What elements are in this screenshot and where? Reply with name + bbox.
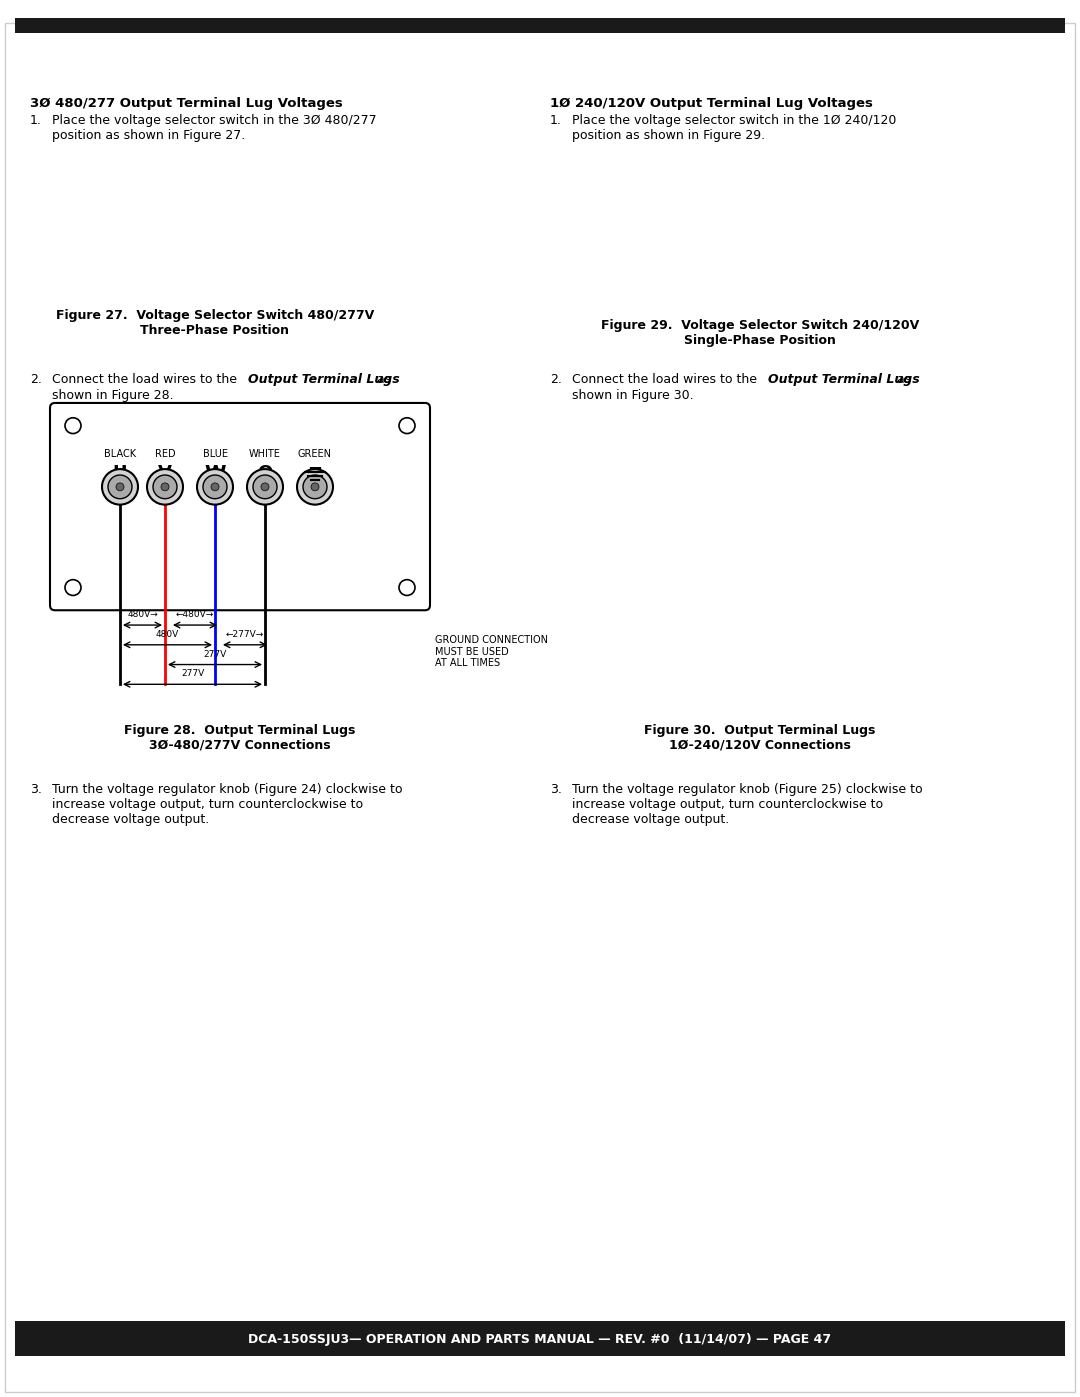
Text: Turn the voltage regulator knob (Figure 24) clockwise to
increase voltage output: Turn the voltage regulator knob (Figure … [52, 782, 403, 826]
Circle shape [399, 580, 415, 595]
Text: 2.: 2. [30, 373, 42, 387]
Text: Connect the load wires to the: Connect the load wires to the [52, 373, 241, 387]
Text: 277V: 277V [203, 650, 227, 658]
Text: 3.: 3. [30, 782, 42, 796]
Circle shape [197, 469, 233, 504]
Circle shape [303, 475, 327, 499]
Text: GREEN: GREEN [298, 450, 332, 460]
Circle shape [253, 475, 276, 499]
Text: ←480V→: ←480V→ [176, 610, 214, 619]
Text: as: as [893, 373, 912, 387]
Circle shape [153, 475, 177, 499]
Text: Place the voltage selector switch in the 1Ø 240/120
position as shown in Figure : Place the voltage selector switch in the… [572, 113, 896, 141]
Text: DCA-150SSJU3 — OUTPUT TERMINAL PANEL CONNECTIONS: DCA-150SSJU3 — OUTPUT TERMINAL PANEL CON… [231, 0, 849, 17]
Text: ≡: ≡ [308, 464, 323, 482]
Circle shape [161, 483, 168, 490]
Text: W: W [204, 464, 226, 483]
Bar [15, 1322, 1065, 1355]
Text: Connect the load wires to the: Connect the load wires to the [572, 373, 761, 387]
Text: Figure 28.  Output Terminal Lugs
3Ø-480/277V Connections: Figure 28. Output Terminal Lugs 3Ø-480/2… [124, 724, 355, 752]
Text: Turn the voltage regulator knob (Figure 25) clockwise to
increase voltage output: Turn the voltage regulator knob (Figure … [572, 782, 922, 826]
Text: 1.: 1. [30, 113, 42, 127]
Text: 1.: 1. [550, 113, 562, 127]
Text: 2.: 2. [550, 373, 562, 387]
Text: shown in Figure 28.: shown in Figure 28. [52, 390, 174, 402]
Text: 1Ø 240/120V Output Terminal Lug Voltages: 1Ø 240/120V Output Terminal Lug Voltages [550, 96, 873, 110]
Text: Place the voltage selector switch in the 3Ø 480/277
position as shown in Figure : Place the voltage selector switch in the… [52, 113, 377, 141]
Text: GROUND CONNECTION
MUST BE USED
AT ALL TIMES: GROUND CONNECTION MUST BE USED AT ALL TI… [435, 634, 548, 668]
Text: BLACK: BLACK [104, 450, 136, 460]
Text: DCA-150SSJU3— OPERATION AND PARTS MANUAL — REV. #0  (11/14/07) — PAGE 47: DCA-150SSJU3— OPERATION AND PARTS MANUAL… [248, 1333, 832, 1345]
Circle shape [108, 475, 132, 499]
Circle shape [311, 483, 319, 490]
Text: ←277V→: ←277V→ [226, 630, 265, 638]
Circle shape [203, 475, 227, 499]
Circle shape [116, 483, 124, 490]
Text: Output Terminal Lugs: Output Terminal Lugs [768, 373, 920, 387]
Text: shown in Figure 30.: shown in Figure 30. [572, 390, 693, 402]
FancyBboxPatch shape [50, 402, 430, 610]
Text: Figure 30.  Output Terminal Lugs
1Ø-240/120V Connections: Figure 30. Output Terminal Lugs 1Ø-240/1… [645, 724, 876, 752]
Circle shape [102, 469, 138, 504]
Text: O: O [257, 464, 272, 482]
Text: U: U [112, 464, 127, 482]
Circle shape [261, 483, 269, 490]
Text: V: V [158, 464, 172, 482]
Text: 3Ø 480/277 Output Terminal Lug Voltages: 3Ø 480/277 Output Terminal Lug Voltages [30, 96, 342, 110]
Text: RED: RED [154, 450, 175, 460]
Text: 480V: 480V [156, 630, 179, 638]
Circle shape [211, 483, 219, 490]
Circle shape [147, 469, 183, 504]
Text: WHITE: WHITE [249, 450, 281, 460]
Circle shape [297, 469, 333, 504]
Circle shape [65, 418, 81, 433]
Text: 480V→: 480V→ [127, 610, 158, 619]
Text: BLUE: BLUE [203, 450, 228, 460]
Text: Figure 27.  Voltage Selector Switch 480/277V
Three-Phase Position: Figure 27. Voltage Selector Switch 480/2… [56, 309, 374, 337]
Text: Figure 29.  Voltage Selector Switch 240/120V
Single-Phase Position: Figure 29. Voltage Selector Switch 240/1… [600, 319, 919, 346]
Text: 277V: 277V [180, 669, 204, 679]
Text: 3.: 3. [550, 782, 562, 796]
Circle shape [247, 469, 283, 504]
Bar [15, 0, 1065, 32]
Text: Output Terminal Lugs: Output Terminal Lugs [248, 373, 400, 387]
Circle shape [65, 580, 81, 595]
Text: as: as [373, 373, 391, 387]
Circle shape [399, 418, 415, 433]
